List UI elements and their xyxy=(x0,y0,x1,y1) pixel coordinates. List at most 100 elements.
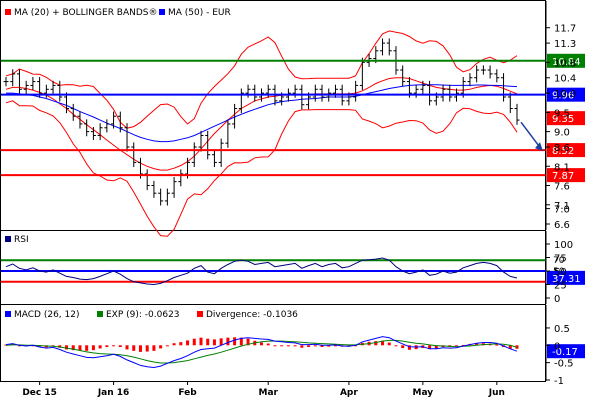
macd-line xyxy=(5,336,518,369)
divergence-bar xyxy=(381,340,385,346)
price-bar xyxy=(474,65,480,83)
y-tick-label: 100 xyxy=(554,240,573,251)
divergence-bar xyxy=(434,345,438,349)
price-bar xyxy=(117,111,123,133)
price-bar xyxy=(265,84,271,98)
price-legend: MA (20) + BOLLINGER BANDS® MA (50) - EUR xyxy=(5,8,231,18)
legend-label-macd: MACD (26, 12) xyxy=(14,310,80,320)
divergence-bar xyxy=(199,337,203,346)
divergence-bar xyxy=(91,345,95,351)
y-tick-label: 11.7 xyxy=(554,24,576,35)
price-bar xyxy=(171,177,177,198)
legend-swatch-ma20 xyxy=(5,9,11,15)
legend-swatch-macd xyxy=(5,311,11,317)
price-bar xyxy=(353,80,359,102)
y-tick-label: 10.8 xyxy=(554,58,576,69)
divergence-bar xyxy=(461,344,465,346)
price-plot: 10.84 9.96 8.52 7.87 9.35 xyxy=(1,30,585,237)
divergence-bar xyxy=(454,345,458,347)
divergence-bar xyxy=(105,345,109,348)
y-tick-label: 10.4 xyxy=(554,74,576,85)
price-y-axis: 11.711.310.810.410.09.59.08.68.17.67.17.… xyxy=(545,1,576,231)
y-tick-label: 50 xyxy=(554,267,567,278)
macd-last-value-box xyxy=(547,344,585,359)
divergence-bar xyxy=(508,345,512,349)
price-bar xyxy=(420,80,426,94)
price-bar xyxy=(292,84,298,98)
divergence-bar xyxy=(186,340,190,346)
y-tick-label: 0.5 xyxy=(554,324,570,335)
price-bar xyxy=(413,84,419,98)
price-bar xyxy=(111,111,117,129)
rsi-title: RSI xyxy=(14,235,29,245)
y-tick-label: 7.1 xyxy=(554,201,570,212)
divergence-bar xyxy=(212,339,216,346)
rsi-line xyxy=(5,257,518,286)
y-tick-label: 0 xyxy=(554,294,560,305)
price-bar xyxy=(299,84,305,110)
divergence-bar xyxy=(206,338,210,346)
divergence-bar xyxy=(387,342,391,346)
price-bar xyxy=(507,92,513,114)
price-bar xyxy=(480,65,486,75)
price-bar xyxy=(467,73,473,87)
price-bar xyxy=(158,188,164,206)
price-bar xyxy=(332,84,338,98)
rsi-plot: 70503037.31 xyxy=(1,256,585,288)
price-bar xyxy=(238,88,244,114)
price-bar xyxy=(494,69,500,83)
x-tick-label: May xyxy=(413,388,434,398)
divergence-bar xyxy=(179,342,183,346)
price-bar xyxy=(245,84,251,98)
level-8.52-label: 8.52 xyxy=(552,146,574,157)
divergence-bar xyxy=(165,345,169,347)
divergence-bar xyxy=(138,345,142,352)
divergence-bar xyxy=(233,337,237,346)
rsi-last-value-box xyxy=(547,270,585,285)
rsi-last-value-label: 37.31 xyxy=(552,274,581,285)
price-bar xyxy=(225,119,231,148)
divergence-bar xyxy=(172,343,176,346)
level-9.96-label: 9.96 xyxy=(552,91,574,102)
divergence-bar xyxy=(152,345,156,351)
legend-label-exp: EXP (9): -0.0623 xyxy=(106,310,180,320)
price-bar xyxy=(501,73,507,102)
price-bar xyxy=(124,123,130,152)
x-tick-label: Apr xyxy=(340,388,358,398)
divergence-bar xyxy=(112,345,116,347)
macd-signal-line xyxy=(5,339,518,364)
ma50-line xyxy=(6,84,518,143)
y-tick-label: 11.3 xyxy=(554,39,576,50)
price-bar xyxy=(50,80,56,94)
divergence-bar xyxy=(192,338,196,346)
projection-arrow-head xyxy=(535,142,543,152)
divergence-bar xyxy=(246,338,250,346)
divergence-bar xyxy=(85,345,89,351)
macd-legend: MACD (26, 12) EXP (9): -0.0623 Divergenc… xyxy=(5,310,298,320)
divergence-bar xyxy=(65,345,69,350)
divergence-bar xyxy=(71,345,75,351)
legend-swatch-ma50 xyxy=(159,9,165,15)
price-bar xyxy=(487,65,493,79)
price-bar xyxy=(131,142,137,168)
divergence-bar xyxy=(313,345,317,347)
y-tick-label: 8.1 xyxy=(554,162,570,173)
price-bar xyxy=(144,169,150,191)
y-tick-label: 8.6 xyxy=(554,143,570,154)
macd-last-value-label: -0.17 xyxy=(552,347,578,358)
y-tick-label: 75 xyxy=(554,254,567,265)
divergence-bar xyxy=(219,338,223,346)
divergence-bar xyxy=(333,345,337,347)
price-bar xyxy=(84,119,90,137)
legend-label-ma20: MA (20) + BOLLINGER BANDS® xyxy=(14,8,158,18)
divergence-bar xyxy=(239,337,243,346)
y-tick-label: 9.0 xyxy=(554,128,570,139)
level-10.84-box xyxy=(547,53,585,68)
divergence-bar xyxy=(125,345,129,350)
price-bar xyxy=(104,119,110,133)
legend-swatch-divergence xyxy=(197,311,203,317)
y-tick-label: 9.5 xyxy=(554,108,570,119)
macd-plot: -0.17 xyxy=(4,336,585,369)
price-panel-frame xyxy=(0,0,546,231)
divergence-bar xyxy=(475,343,479,346)
